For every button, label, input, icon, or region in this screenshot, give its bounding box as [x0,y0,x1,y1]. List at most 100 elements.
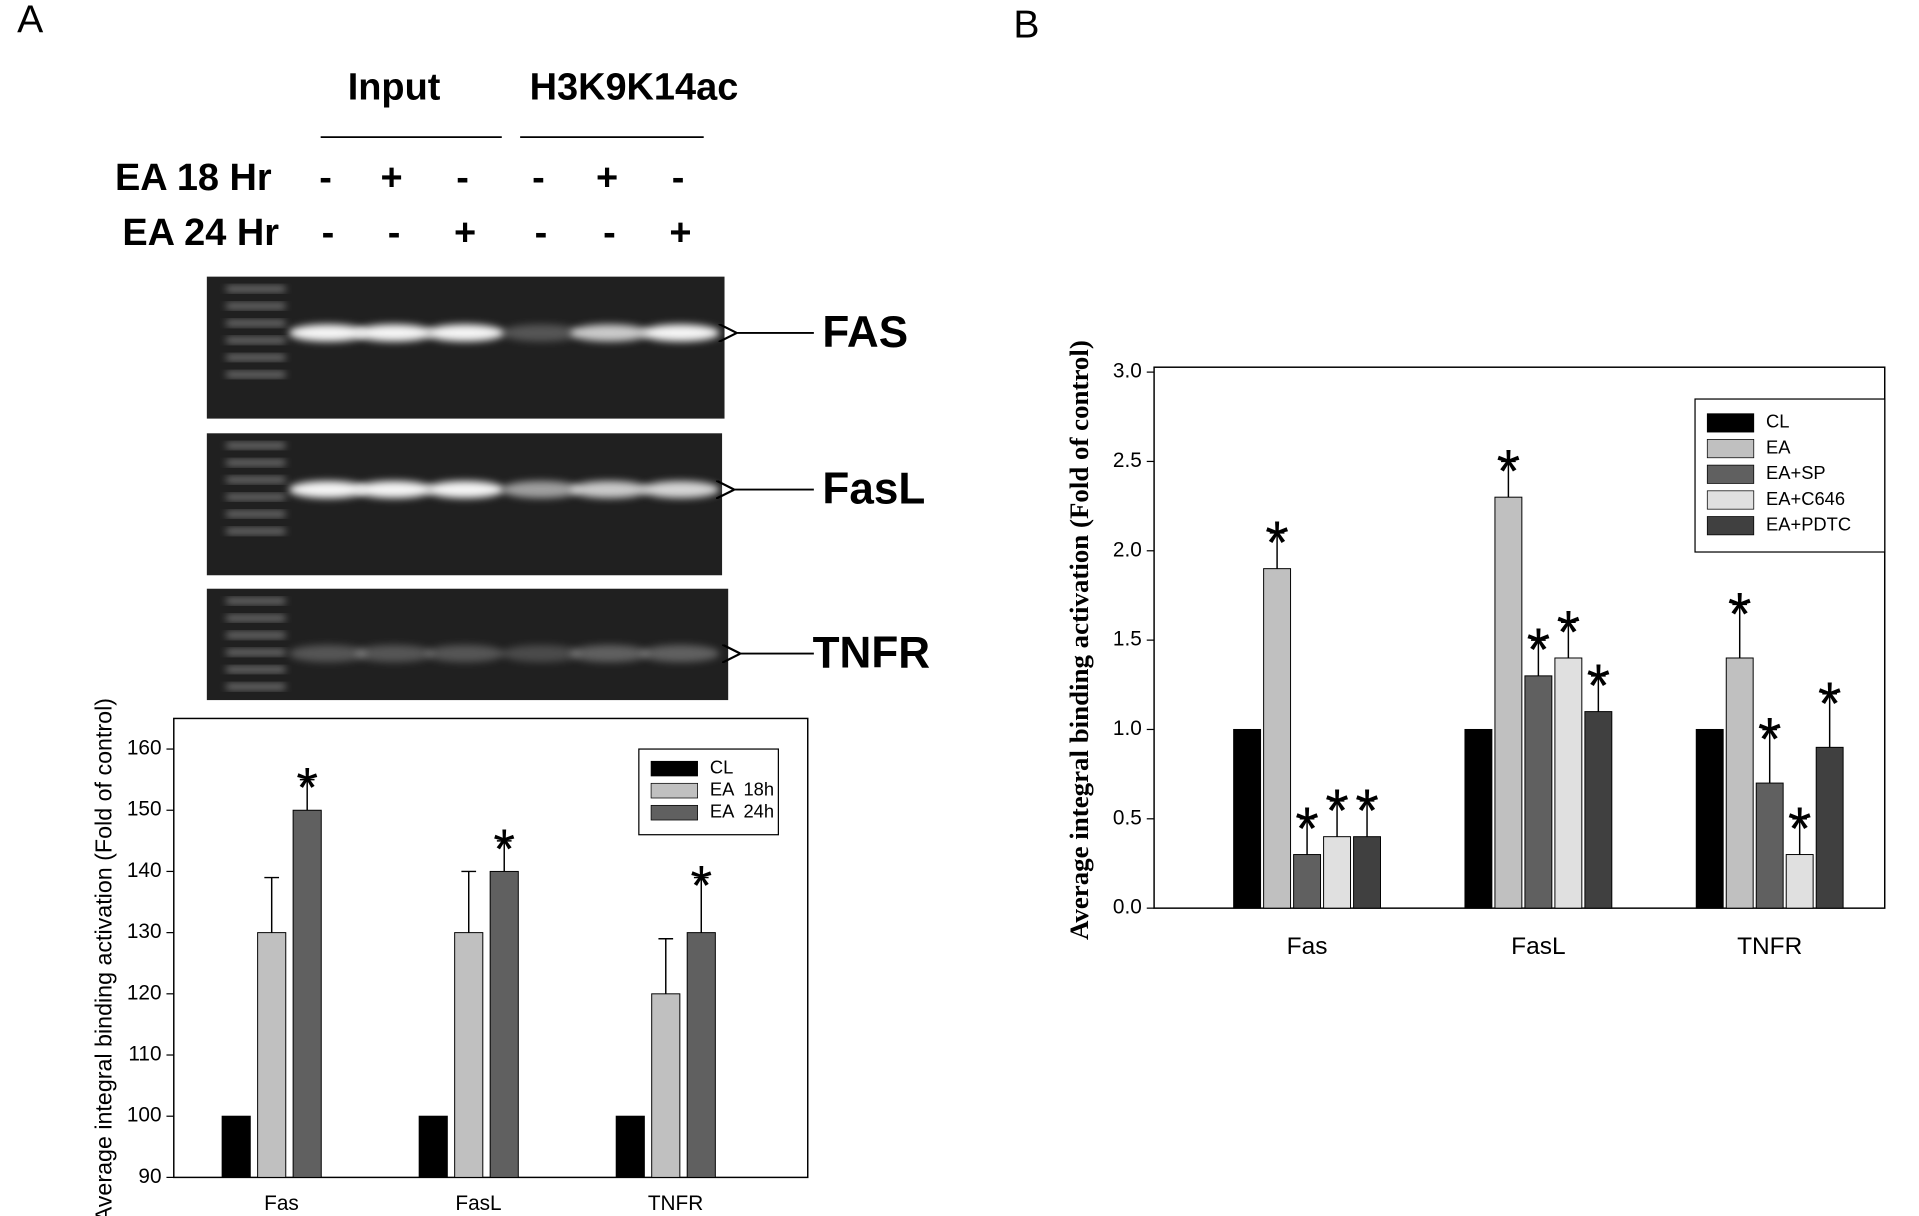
gel-band [425,481,505,499]
y-tick-label: 3.0 [1113,360,1142,383]
condition-sign: - [388,212,401,254]
y-tick-label: 1.5 [1113,628,1142,651]
gel-header: H3K9K14ac [530,66,739,108]
ladder-band [226,684,286,690]
legend-label: EA 18h [710,779,774,800]
y-tick-label: 1.0 [1113,717,1142,740]
bar [418,1115,448,1178]
significance-marker: * [493,817,515,880]
band-label: TNFR [813,629,930,678]
gel-band [501,481,581,499]
legend-label: EA [1766,436,1791,457]
ladder-band [226,286,286,292]
significance-marker: * [1788,794,1812,862]
y-tick-label: 150 [127,798,162,821]
ladder-band [226,303,286,309]
significance-marker: * [1728,580,1752,648]
bar [257,932,287,1178]
gel-band [354,481,434,499]
y-tick-label: 0.5 [1113,806,1142,829]
significance-marker: * [1556,598,1580,666]
error-bar [461,870,477,933]
y-tick-label: 140 [127,859,162,882]
condition-sign: - [456,157,469,199]
bar [454,932,484,1178]
condition-sign: - [532,157,545,199]
legend-label: CL [1766,411,1789,432]
condition-sign: - [672,157,685,199]
bar [1815,746,1844,909]
error-bar [1762,728,1778,784]
gel-band [501,645,581,663]
ladder-band [226,528,286,534]
y-axis-label: Average integral binding activation (Fol… [90,698,116,1216]
ladder-band [226,337,286,343]
legend-swatch [1706,464,1755,484]
error-bar [1299,818,1315,855]
bar [1524,675,1553,909]
error-bar [1822,692,1838,748]
ladder-band [226,511,286,517]
bar [651,993,681,1178]
y-tick-label: 100 [127,1104,162,1127]
ladder-band [226,598,286,604]
bar [221,1115,251,1178]
condition-label: EA 18 Hr [115,157,272,199]
ladder-band [226,460,286,466]
panel-label: B [1013,3,1039,46]
significance-marker: * [1526,616,1550,684]
error-bar [299,778,315,811]
condition-sign: - [603,212,616,254]
bar-chart: 90 100 110 120 130 140 150 160 Fas * FasL * TNFR * Ave… [90,698,809,1216]
significance-marker: * [296,756,318,819]
y-tick-label: 110 [128,1043,161,1066]
panel-label: A [17,0,44,41]
bar [1554,657,1583,909]
error-bar [1329,800,1345,837]
error-bar [1531,639,1546,676]
gel-band [354,645,434,663]
gel-band [570,645,649,663]
bar [615,1115,645,1178]
ladder-band [226,477,286,483]
bar [686,932,716,1178]
legend-swatch [1706,490,1755,510]
significance-marker: * [690,854,712,917]
condition-sign: + [596,157,618,199]
bar [1233,728,1262,909]
condition-sign: - [319,157,332,199]
bar [1695,728,1724,909]
ladder-band [226,372,286,377]
significance-marker: * [1496,437,1520,505]
significance-marker: * [1355,777,1379,845]
gel-image [206,433,723,576]
legend-label: EA+SP [1766,462,1826,483]
x-tick-label: FasL [1511,933,1565,960]
ladder-band [226,443,286,448]
significance-marker: * [1265,509,1289,577]
y-tick-label: 2.5 [1113,449,1142,472]
significance-marker: * [1758,705,1782,773]
error-bar [693,876,709,933]
error-bar [1792,818,1808,855]
error-bar [658,938,674,994]
condition-sign: + [454,212,476,254]
band-label: FAS [822,308,908,357]
y-tick-label: 130 [127,920,162,943]
error-bar [1732,603,1748,658]
significance-marker: * [1295,794,1319,862]
error-bar [264,876,280,933]
ladder-band [226,494,286,500]
gel-band [570,481,649,499]
legend-label: CL [710,756,733,777]
ladder-band [226,320,286,326]
x-tick-label: Fas [264,1192,299,1215]
ladder-band [226,632,286,638]
legend-swatch [1706,413,1755,433]
ladder-band [226,667,286,672]
gel-band [288,481,368,499]
bar [1323,836,1352,909]
